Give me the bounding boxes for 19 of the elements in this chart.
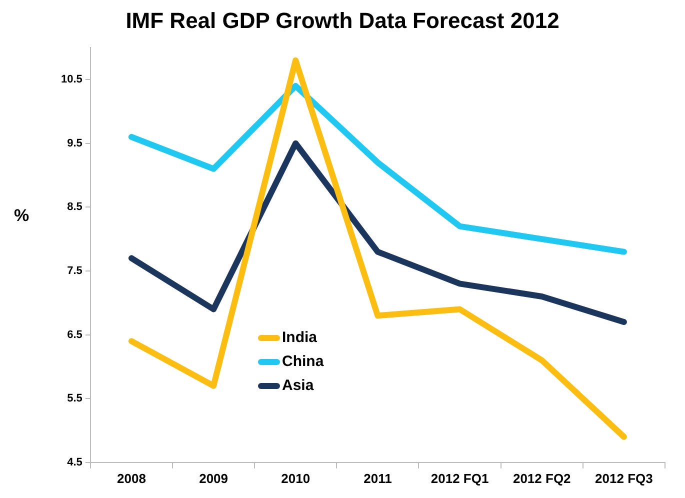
x-tick-label: 2010 xyxy=(281,470,310,486)
legend-label: China xyxy=(282,352,324,372)
x-tick-label: 2009 xyxy=(199,470,228,486)
y-tick-label: 6.5 xyxy=(67,328,82,341)
x-tick-label: 2012 FQ1 xyxy=(430,470,489,486)
y-tick-label: 5.5 xyxy=(67,392,82,405)
legend-label: India xyxy=(282,328,318,348)
x-tick-label: 2012 FQ3 xyxy=(595,470,653,486)
x-tick-label: 2011 xyxy=(364,470,392,486)
y-tick-label: 9.5 xyxy=(67,137,82,150)
chart-title: IMF Real GDP Growth Data Forecast 2012 xyxy=(124,8,560,34)
y-tick-label: 7.5 xyxy=(67,264,82,277)
legend-label: Asia xyxy=(282,376,314,396)
y-axis-title: % xyxy=(14,206,30,226)
y-tick-label: 8.5 xyxy=(67,201,82,214)
x-tick-label: 2012 FQ2 xyxy=(512,470,571,486)
y-tick-label: 10.5 xyxy=(60,74,82,86)
x-tick-label: 2008 xyxy=(116,470,146,486)
y-tick-label: 4.5 xyxy=(67,456,82,468)
